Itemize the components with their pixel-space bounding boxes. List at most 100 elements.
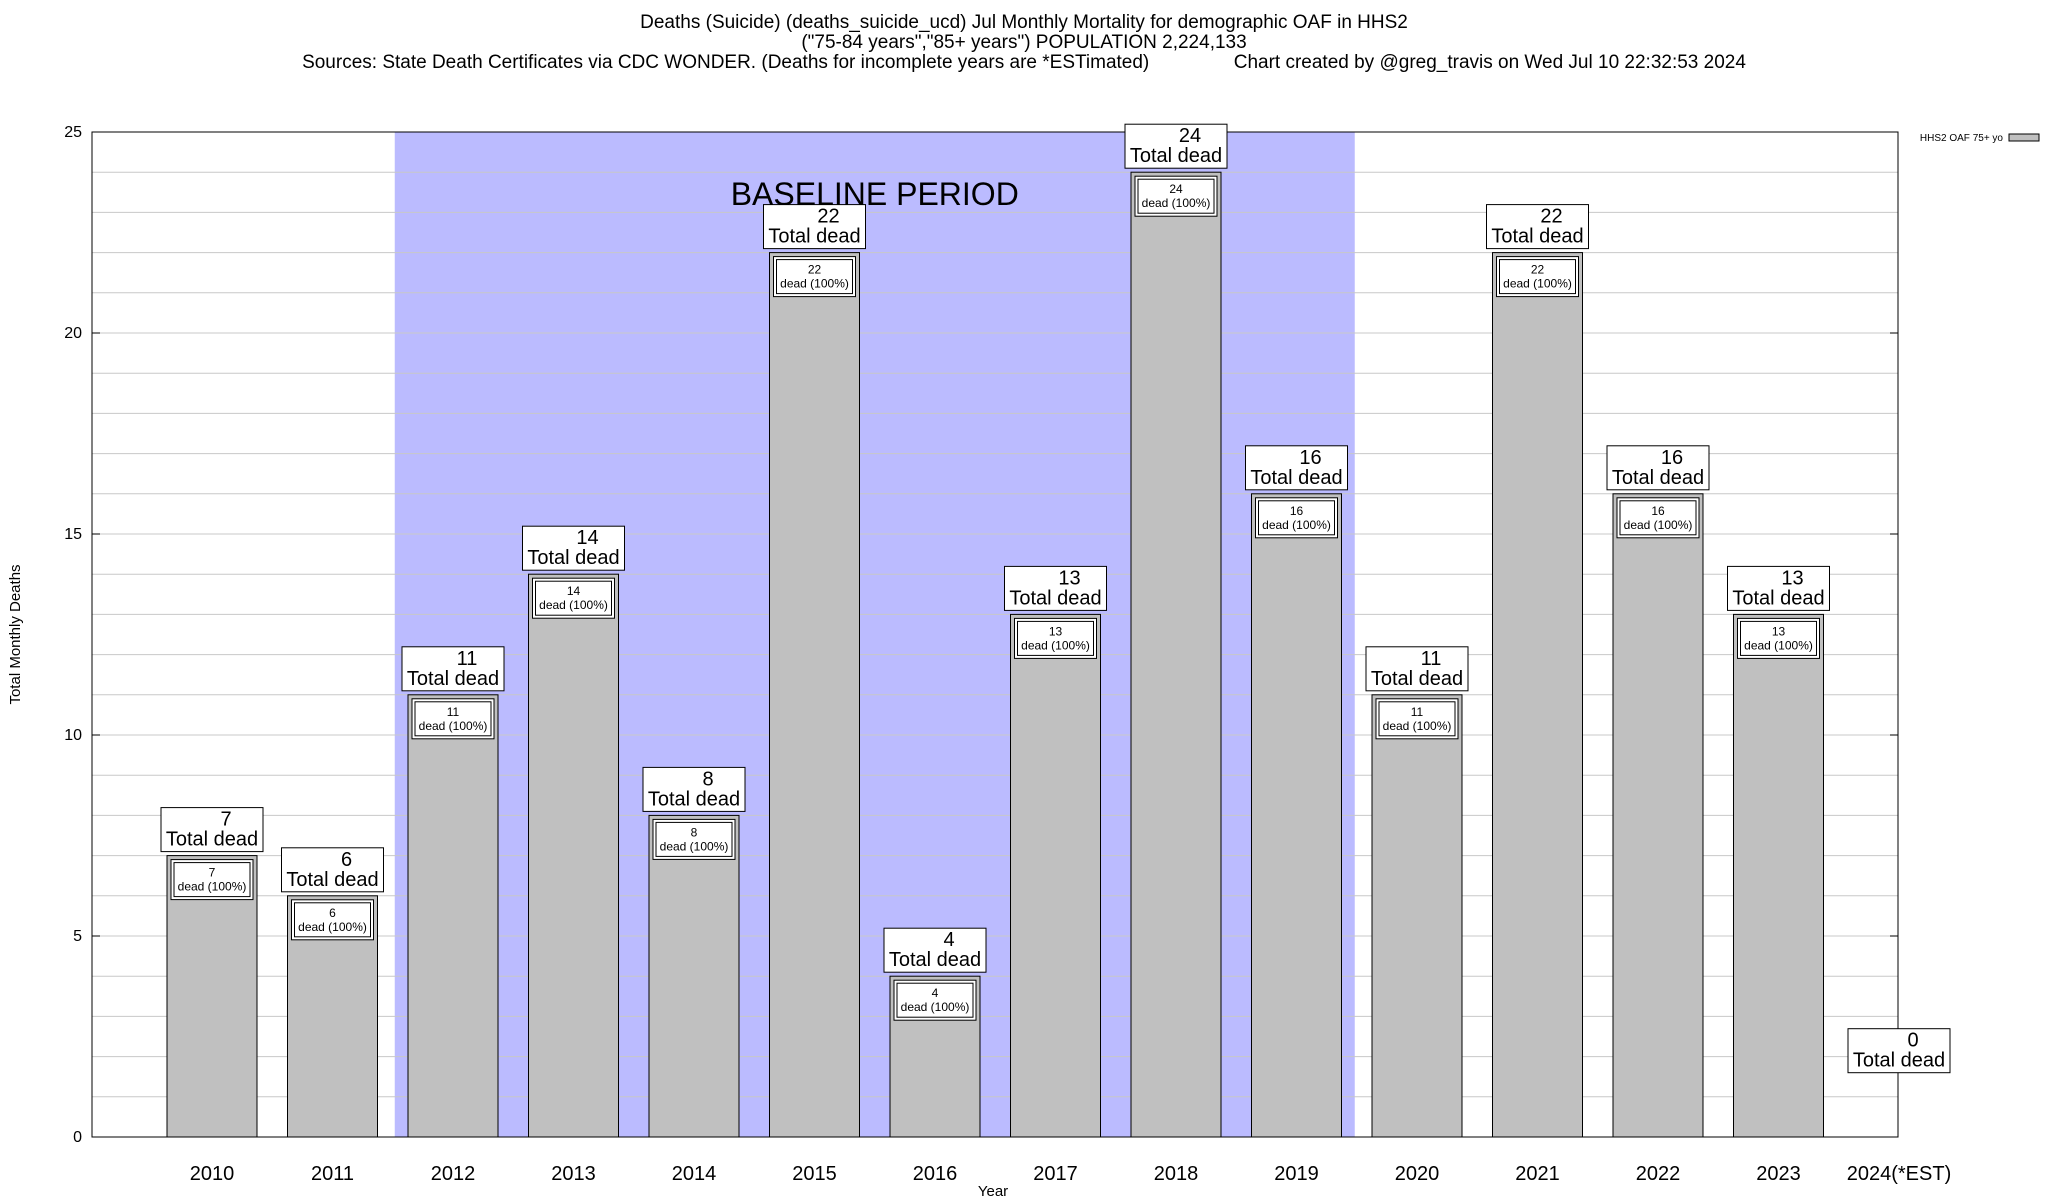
bar <box>1010 613 1101 1138</box>
bar-total-label: Total dead <box>286 869 378 891</box>
bar-inner-value: 7 <box>209 866 216 880</box>
bar-inner-label-box <box>1378 701 1456 737</box>
bar-total-value: 24 <box>1179 125 1201 147</box>
bar-inner-label-box <box>535 580 612 616</box>
y-tick-label: 10 <box>64 727 82 744</box>
bar-total-value: 13 <box>1781 567 1803 589</box>
bar-inner-value: 16 <box>1290 504 1304 518</box>
bar-inner-label: dead (100%) <box>178 880 247 894</box>
bar-total-value: 16 <box>1661 447 1683 469</box>
bar-inner-value: 22 <box>1531 263 1545 277</box>
bar-inner-label-box <box>1740 620 1817 656</box>
bar <box>1492 252 1583 1138</box>
bar-total-label: Total dead <box>527 547 619 569</box>
bar-inner-value: 24 <box>1169 182 1183 196</box>
bar-total-label: Total dead <box>768 226 860 248</box>
x-tick-label: 2019 <box>1274 1163 1319 1185</box>
bar-inner-value: 4 <box>932 986 939 1000</box>
bar-total-value: 14 <box>576 527 598 549</box>
bar-inner-label-box <box>1499 259 1576 295</box>
bar <box>1251 493 1342 1138</box>
bar <box>769 252 860 1138</box>
bar-inner-label-box <box>294 902 371 938</box>
bar <box>1612 493 1704 1138</box>
x-tick-label: 2015 <box>792 1163 837 1185</box>
bar-inner-label-box <box>173 862 251 898</box>
bar-total-label-box <box>160 807 264 853</box>
x-tick-label: 2023 <box>1756 1163 1801 1185</box>
legend-swatch <box>2008 133 2040 142</box>
bar-inner-label: dead (100%) <box>660 839 729 853</box>
bar-inner-label-box <box>1017 620 1094 656</box>
x-tick-label: 2017 <box>1033 1163 1078 1185</box>
bar-inner-label-box <box>1619 500 1697 536</box>
bar-total-value: 22 <box>1540 206 1562 228</box>
y-axis-title: Total Monthly Deaths <box>7 564 24 704</box>
bar-total-label-box <box>522 525 625 571</box>
x-tick-label: 2016 <box>913 1163 958 1185</box>
bar-inner-label-box <box>896 982 974 1018</box>
bar-inner-label-box <box>1258 500 1335 536</box>
bar-total-label-box <box>281 847 384 893</box>
bar-inner-label: dead (100%) <box>780 277 849 291</box>
x-axis-title: Year <box>978 1183 1008 1200</box>
bar-inner-value: 13 <box>1772 624 1786 638</box>
bar-total-label-box <box>1004 565 1107 611</box>
bar-total-label: Total dead <box>1612 467 1704 489</box>
bar-inner-value: 13 <box>1049 624 1063 638</box>
bar-total-label: Total dead <box>1009 587 1101 609</box>
bar-total-label-box <box>883 927 987 973</box>
bar-total-label: Total dead <box>1250 467 1342 489</box>
y-tick-label: 0 <box>73 1129 82 1146</box>
bar-inner-value: 11 <box>447 705 460 719</box>
bar-total-label: Total dead <box>407 668 499 690</box>
bar-total-label: Total dead <box>1732 587 1824 609</box>
y-tick-label: 5 <box>73 928 82 945</box>
bar-total-label: Total dead <box>648 788 740 810</box>
bar-inner-label: dead (100%) <box>1383 719 1452 733</box>
bar-total-label-box <box>1124 123 1228 169</box>
bar-inner-value: 8 <box>691 825 698 839</box>
bar-inner-value: 16 <box>1651 504 1665 518</box>
bar-total-label-box <box>1727 565 1830 611</box>
bar-inner-label: dead (100%) <box>1021 638 1090 652</box>
bar-inner-label: dead (100%) <box>1262 518 1331 532</box>
x-tick-label: 2024(*EST) <box>1847 1163 1952 1185</box>
bar-inner-value: 22 <box>808 263 822 277</box>
bar-total-label-box <box>642 766 746 812</box>
y-tick-label: 25 <box>64 124 82 141</box>
bar-inner-label: dead (100%) <box>1744 638 1813 652</box>
bar-total-value: 11 <box>457 648 478 670</box>
plot-frame <box>91 131 1899 1138</box>
bar-inner-label: dead (100%) <box>901 1000 970 1014</box>
bar-total-label-box <box>1486 204 1589 250</box>
bar-total-label-box <box>1365 646 1469 692</box>
bar-inner-label: dead (100%) <box>1142 196 1211 210</box>
x-tick-label: 2011 <box>311 1163 354 1185</box>
bar <box>648 814 740 1138</box>
bar-total-label-box <box>1606 445 1710 491</box>
bar-inner-value: 14 <box>567 584 581 598</box>
bar-total-value: 22 <box>817 206 839 228</box>
bar-inner-label: dead (100%) <box>1624 518 1693 532</box>
bar <box>528 573 619 1138</box>
bar-total-label: Total dead <box>166 829 258 851</box>
bar <box>407 694 499 1138</box>
x-tick-label: 2013 <box>551 1163 596 1185</box>
bar-inner-label: dead (100%) <box>1503 277 1572 291</box>
bar-total-value: 7 <box>220 809 231 831</box>
bar-total-value: 13 <box>1058 567 1080 589</box>
bar-total-value: 8 <box>702 768 713 790</box>
bar-total-label: Total dead <box>1130 145 1222 167</box>
bar-inner-label: dead (100%) <box>419 719 488 733</box>
chart-title-line-2: ("75-84 years","85+ years") POPULATION 2… <box>801 32 1247 53</box>
chart-title-line-3: Sources: State Death Certificates via CD… <box>302 52 1746 73</box>
bar-total-value: 11 <box>1421 648 1442 670</box>
bar-inner-label-box <box>776 259 853 295</box>
bar-total-label: Total dead <box>1853 1050 1945 1072</box>
bar-inner-label-box <box>655 821 733 857</box>
bar-total-label-box <box>401 646 505 692</box>
bar-inner-label-box <box>1137 178 1215 214</box>
chart-title-line-1: Deaths (Suicide) (deaths_suicide_ucd) Ju… <box>640 12 1408 33</box>
